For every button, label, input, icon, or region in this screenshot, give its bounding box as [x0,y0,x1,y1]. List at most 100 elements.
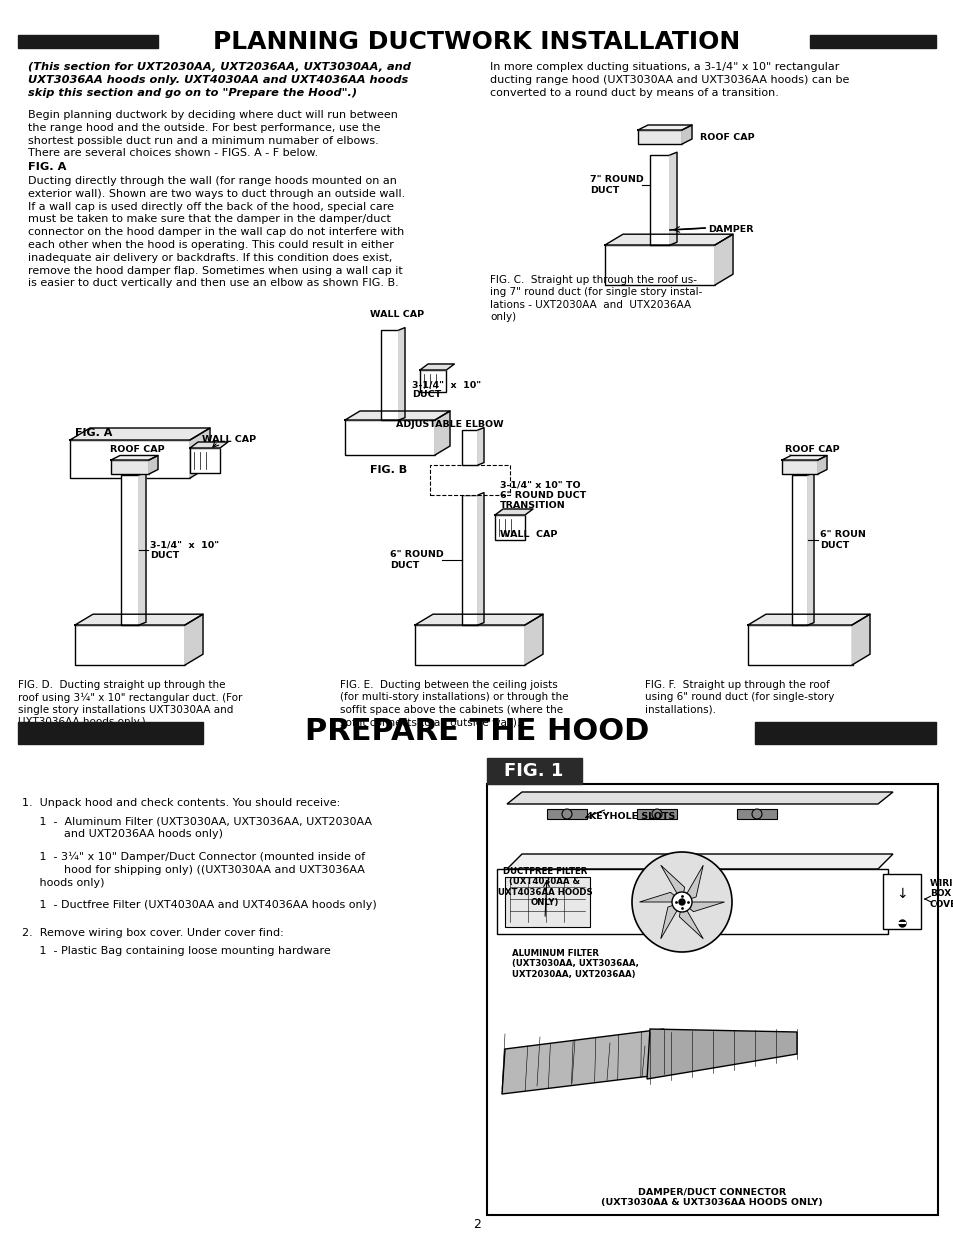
Polygon shape [604,235,732,245]
Polygon shape [638,125,691,130]
Polygon shape [190,442,228,448]
Polygon shape [419,364,454,370]
Polygon shape [495,509,533,515]
Text: 3-1/4" x 10" TO
6" ROUND DUCT
TRANSITION: 3-1/4" x 10" TO 6" ROUND DUCT TRANSITION [499,480,586,510]
Text: Ducting directly through the wall (for range hoods mounted on an
exterior wall).: Ducting directly through the wall (for r… [28,177,405,289]
Bar [791,475,807,625]
Text: FIG. 1: FIG. 1 [504,762,563,781]
Text: ALUMINUM FILTER
(UXT3030AA, UXT3036AA,
UXT2030AA, UXT2036AA): ALUMINUM FILTER (UXT3030AA, UXT3036AA, U… [512,948,639,979]
Bar [604,245,714,285]
Polygon shape [190,429,210,478]
Polygon shape [669,152,677,245]
Bar [649,156,669,245]
Polygon shape [807,473,813,625]
Polygon shape [646,1029,796,1079]
Text: In more complex ducting situations, a 3-1/4" x 10" rectangular
ducting range hoo: In more complex ducting situations, a 3-… [490,62,848,98]
Text: FIG. A: FIG. A [28,162,67,172]
Text: 3-1/4"  x  10"
DUCT: 3-1/4" x 10" DUCT [412,380,480,399]
Text: ROOF CAP: ROOF CAP [110,446,165,454]
Text: WIRING
BOX
COVER: WIRING BOX COVER [929,879,953,909]
Bar [18,722,203,743]
Polygon shape [75,614,203,625]
Circle shape [671,892,691,911]
Bar [546,809,586,819]
Text: 6" ROUND
DUCT: 6" ROUND DUCT [390,551,443,569]
Text: 2: 2 [473,1219,480,1231]
Text: PREPARE THE HOOD: PREPARE THE HOOD [305,718,648,746]
Polygon shape [781,456,826,459]
Polygon shape [714,235,732,285]
Text: PLANNING DUCTWORK INSTALLATION: PLANNING DUCTWORK INSTALLATION [213,30,740,54]
Polygon shape [139,472,146,625]
Circle shape [679,899,684,905]
Polygon shape [415,614,542,625]
Text: 1  - 3¼" x 10" Damper/Duct Connector (mounted inside of
            hood for shi: 1 - 3¼" x 10" Damper/Duct Connector (mou… [22,852,365,888]
Bar [882,874,920,929]
Circle shape [651,809,661,819]
Text: DAMPER/DUCT CONNECTOR
(UXT3030AA & UXT3036AA HOODS ONLY): DAMPER/DUCT CONNECTOR (UXT3030AA & UXT30… [600,1188,822,1207]
Polygon shape [660,902,681,939]
Bar [461,430,477,466]
Bar [419,370,446,391]
Bar [70,440,190,478]
Polygon shape [149,456,158,474]
Polygon shape [639,893,681,902]
Text: Begin planning ductwork by deciding where duct will run between
the range hood a: Begin planning ductwork by deciding wher… [28,110,397,158]
Text: ADJUSTABLE ELBOW: ADJUSTABLE ELBOW [395,420,503,429]
Polygon shape [681,125,691,144]
Polygon shape [506,853,892,869]
Text: DAMPER: DAMPER [707,226,753,235]
Bar [638,130,681,144]
Text: WALL  CAP: WALL CAP [499,530,557,538]
Text: FIG. F.  Straight up through the roof
using 6" round duct (for single-story
inst: FIG. F. Straight up through the roof usi… [644,680,834,715]
Text: 1  - Plastic Bag containing loose mounting hardware: 1 - Plastic Bag containing loose mountin… [22,946,331,956]
Bar [430,466,510,495]
Polygon shape [398,327,405,420]
Bar [380,330,398,420]
Bar [121,475,139,625]
Bar [461,495,477,625]
Polygon shape [679,902,702,939]
Text: WALL CAP: WALL CAP [202,435,255,445]
Bar [497,869,887,934]
Polygon shape [477,427,483,466]
Polygon shape [70,429,210,440]
Polygon shape [747,614,869,625]
Bar [190,448,220,473]
Bar [486,758,581,784]
Text: WALL CAP: WALL CAP [370,310,424,319]
Text: KEYHOLE SLOTS: KEYHOLE SLOTS [588,811,675,821]
Text: ROOF CAP: ROOF CAP [784,446,839,454]
Text: 1  -  Aluminum Filter (UXT3030AA, UXT3036AA, UXT2030AA
            and UXT2036AA: 1 - Aluminum Filter (UXT3030AA, UXT3036A… [22,816,372,839]
Bar [75,625,185,664]
Polygon shape [851,614,869,664]
Bar [781,459,817,474]
Text: FIG. B: FIG. B [370,466,407,475]
Bar [809,35,935,48]
Bar [747,625,852,664]
Text: 3-1/4"  x  10"
DUCT: 3-1/4" x 10" DUCT [150,540,219,559]
Circle shape [631,852,731,952]
Polygon shape [185,614,203,664]
Text: 1  - Ductfree Filter (UXT4030AA and UXT4036AA hoods only): 1 - Ductfree Filter (UXT4030AA and UXT40… [22,900,376,910]
Bar [18,35,158,48]
Bar [637,809,677,819]
Polygon shape [817,456,826,474]
Polygon shape [435,411,450,454]
Text: DUCTFREE FILTER
(UXT4030AA &
UXT4036AA HOODS
ONLY): DUCTFREE FILTER (UXT4030AA & UXT4036AA H… [497,867,592,908]
Text: (This section for UXT2030AA, UXT2036AA, UXT3030AA, and
UXT3036AA hoods only. UXT: (This section for UXT2030AA, UXT2036AA, … [28,62,411,99]
Polygon shape [660,866,684,902]
Bar [111,459,149,474]
Polygon shape [681,902,723,911]
Text: FIG. E.  Ducting between the ceiling joists
(for multi-story installations) or t: FIG. E. Ducting between the ceiling jois… [339,680,568,727]
Text: 1.  Unpack hood and check contents. You should receive:: 1. Unpack hood and check contents. You s… [22,798,340,808]
Bar [737,809,776,819]
Bar [486,784,937,1215]
Bar [504,877,589,927]
Text: FIG. C.  Straight up through the roof us-
ing 7" round duct (for single story in: FIG. C. Straight up through the roof us-… [490,275,701,322]
Polygon shape [477,493,483,625]
Text: ↓: ↓ [895,887,907,902]
Polygon shape [111,456,158,459]
Polygon shape [681,866,702,902]
Circle shape [751,809,761,819]
